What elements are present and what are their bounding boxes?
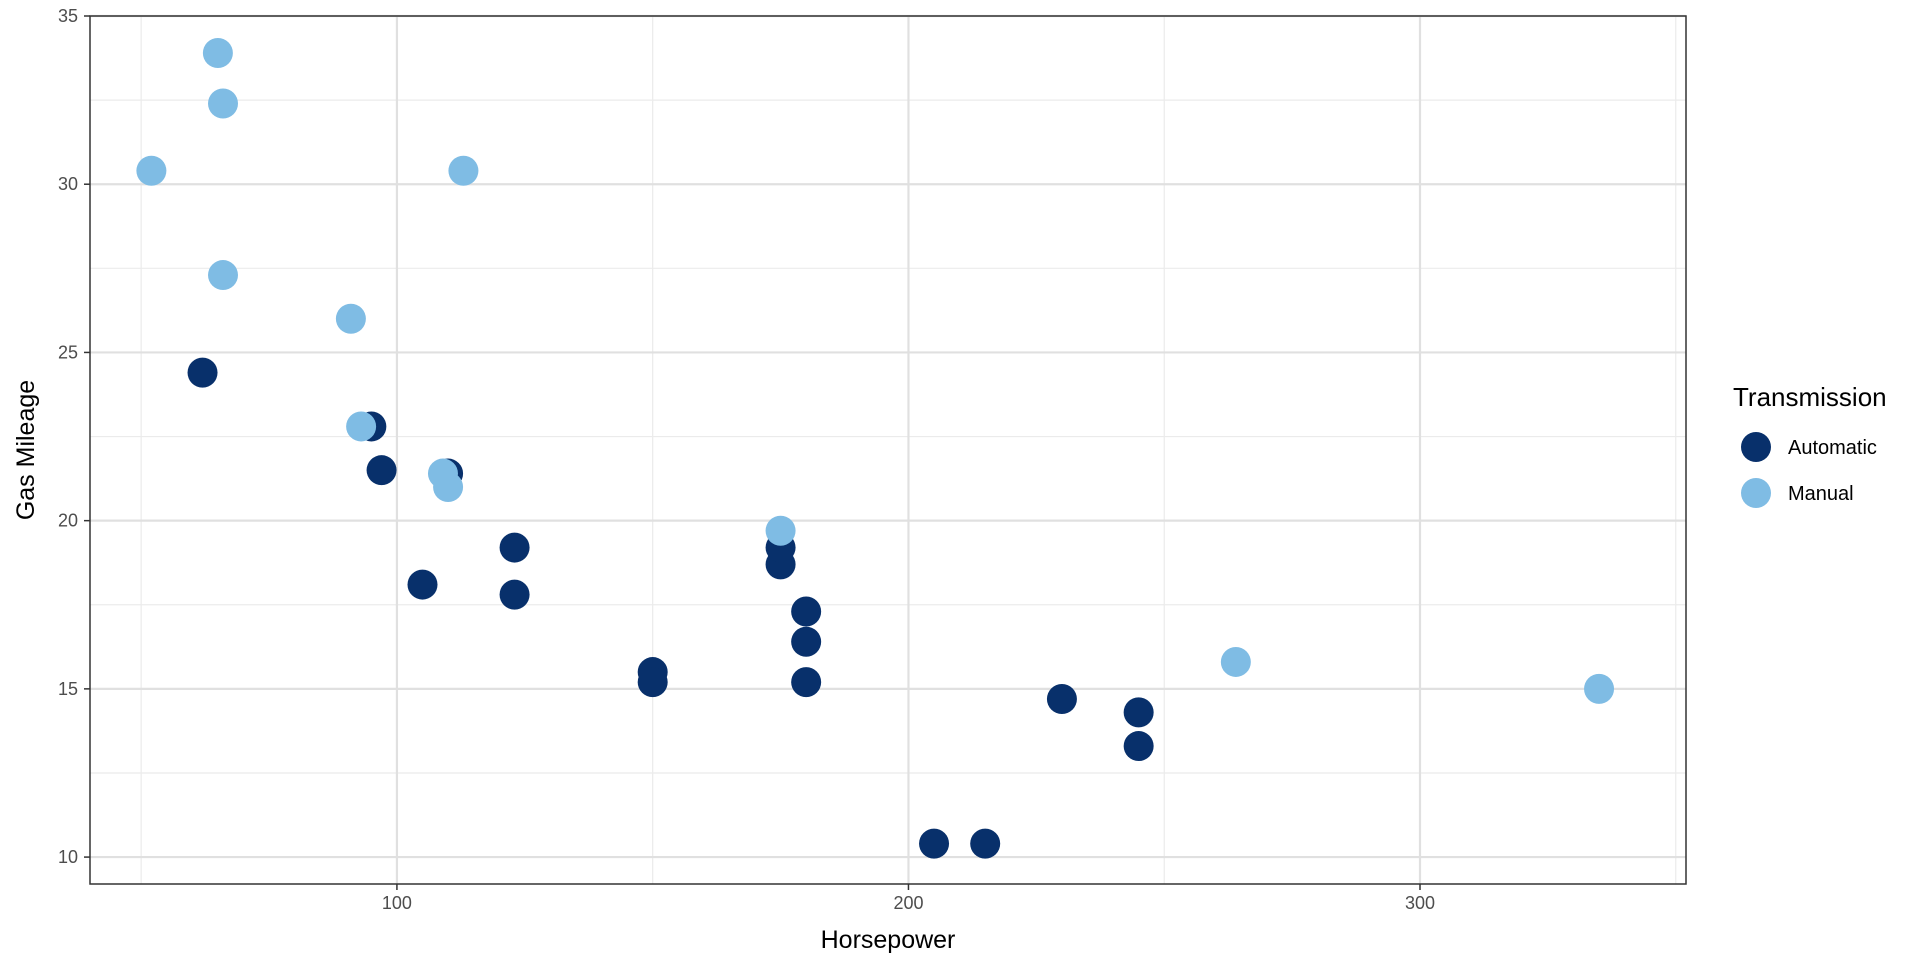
legend-key-automatic <box>1741 432 1771 462</box>
data-point-automatic <box>637 667 668 698</box>
data-point-manual <box>765 515 796 546</box>
x-axis-ticks: 100 200 300 <box>382 884 1435 913</box>
y-tick-label: 35 <box>58 6 78 26</box>
data-point-manual <box>208 88 238 119</box>
data-point-automatic <box>366 455 397 486</box>
minor-gridlines <box>90 16 1686 884</box>
data-point-manual <box>1584 673 1615 704</box>
y-axis-title: Gas Mileage <box>12 380 40 520</box>
data-point-automatic <box>187 357 218 388</box>
y-tick-label: 10 <box>58 847 78 867</box>
data-point-manual <box>1220 646 1251 677</box>
data-point-automatic <box>1123 697 1154 728</box>
data-point-manual <box>448 155 479 186</box>
y-axis-ticks: 10 15 20 25 30 35 <box>58 6 90 867</box>
data-point-automatic <box>499 532 530 563</box>
data-point-automatic <box>1123 731 1154 762</box>
data-point-automatic <box>499 579 530 610</box>
data-points <box>136 38 1615 859</box>
legend-key-manual <box>1741 478 1771 508</box>
data-point-automatic <box>407 569 438 600</box>
y-tick-label: 25 <box>58 342 78 362</box>
data-point-automatic <box>791 667 822 698</box>
legend-label-manual: Manual <box>1788 483 1854 505</box>
x-tick-label: 100 <box>382 893 412 913</box>
major-gridlines <box>90 14 1686 884</box>
x-tick-label: 300 <box>1405 893 1435 913</box>
data-point-automatic <box>791 626 822 657</box>
legend-items: Automatic Manual <box>1741 432 1877 508</box>
y-tick-label: 15 <box>58 679 78 699</box>
x-axis-title: Horsepower <box>821 926 956 954</box>
data-point-automatic <box>791 596 822 627</box>
data-point-automatic <box>919 828 950 859</box>
legend: Transmission Automatic Manual <box>1733 382 1887 508</box>
data-point-manual <box>433 472 464 503</box>
legend-title: Transmission <box>1733 382 1887 412</box>
data-point-manual <box>346 411 377 442</box>
data-point-manual <box>208 260 238 291</box>
y-tick-label: 20 <box>58 511 78 531</box>
plot-panel-border <box>89 15 1687 885</box>
data-point-manual <box>202 38 233 69</box>
x-tick-label: 200 <box>893 893 923 913</box>
data-point-automatic <box>1046 683 1077 714</box>
data-point-manual <box>136 155 167 186</box>
data-point-automatic <box>970 828 1001 859</box>
legend-label-automatic: Automatic <box>1788 437 1877 459</box>
data-point-manual <box>335 303 366 334</box>
y-tick-label: 30 <box>58 174 78 194</box>
